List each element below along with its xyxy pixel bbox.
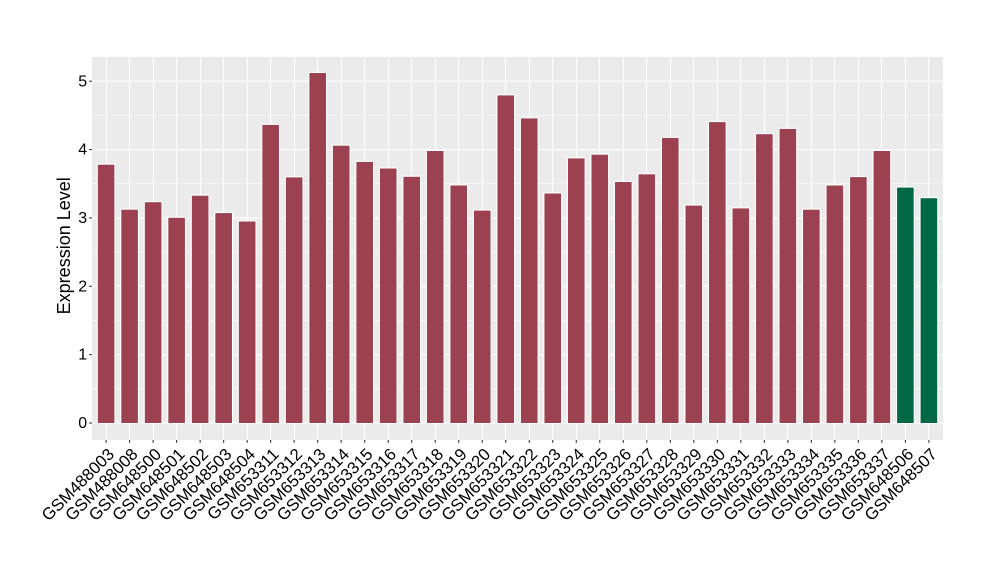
svg-text:Expression Level: Expression Level — [54, 177, 74, 314]
svg-text:1: 1 — [78, 347, 87, 364]
svg-text:0: 0 — [78, 415, 87, 432]
svg-text:3: 3 — [78, 210, 87, 227]
svg-text:2: 2 — [78, 278, 87, 295]
svg-text:5: 5 — [78, 73, 87, 90]
svg-text:4: 4 — [78, 142, 87, 159]
